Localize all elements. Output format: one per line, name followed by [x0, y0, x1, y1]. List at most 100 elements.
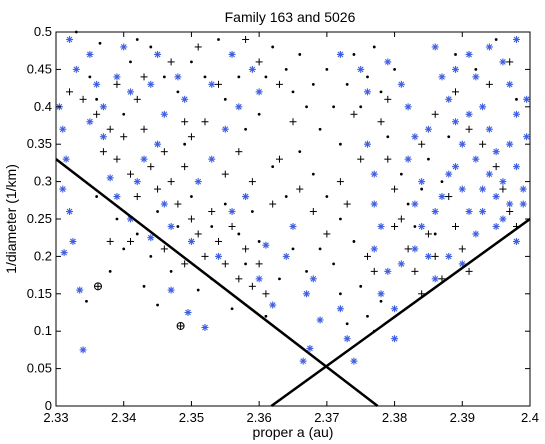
- dot-point-26: [339, 142, 342, 146]
- dot-point-4: [129, 60, 132, 64]
- asterisk-point-39: [221, 125, 229, 133]
- asterisk-point-106: [512, 35, 520, 43]
- plus-point-74: [506, 208, 514, 216]
- asterisk-point-21: [133, 178, 141, 186]
- asterisk-point-78: [411, 200, 419, 208]
- y-tick-label-9: 0.45: [27, 61, 52, 76]
- dot-point-55: [264, 314, 268, 318]
- asterisk-point-31: [187, 237, 195, 245]
- y-tick-label-1: 0.05: [27, 361, 52, 376]
- plot-area: [55, 30, 531, 408]
- boundary-line-0: [55, 158, 379, 407]
- asterisk-point-14: [86, 118, 94, 126]
- plus-point-45: [296, 185, 304, 193]
- dot-point-86: [494, 38, 498, 41]
- asterisk-point-102: [506, 140, 514, 148]
- y-tick-label-3: 0.15: [27, 286, 52, 301]
- asterisk-point-46: [228, 208, 236, 216]
- dot-point-45: [298, 150, 302, 154]
- asterisk-point-80: [424, 252, 432, 260]
- dot-point-72: [223, 202, 227, 206]
- asterisk-point-49: [262, 241, 270, 249]
- dot-point-61: [108, 269, 112, 273]
- dot-point-62: [142, 284, 146, 288]
- plus-point-18: [201, 252, 209, 260]
- plus-point-38: [248, 178, 256, 186]
- dot-point-1: [88, 75, 92, 79]
- asterisk-point-42: [228, 50, 236, 58]
- asterisk-point-108: [523, 133, 531, 141]
- asterisk-point-34: [167, 286, 175, 294]
- plus-point-4: [99, 148, 107, 156]
- dot-point-88: [98, 41, 102, 45]
- asterisk-point-91: [465, 50, 473, 58]
- plus-point-8: [133, 193, 141, 201]
- plus-point-2: [93, 110, 101, 118]
- axis-ticks: 2.33 2.34 2.35 2.36 2.37 2.38 2.39 2.4 0 0.05 0.1 0…: [27, 24, 539, 425]
- dot-point-37: [413, 225, 417, 228]
- plus-point-71: [479, 140, 487, 148]
- asterisk-point-10: [66, 35, 74, 43]
- asterisk-point-125: [411, 245, 419, 253]
- x-tick-label-3: 2.36: [246, 410, 271, 425]
- dot-point-17: [271, 45, 275, 49]
- dot-point-7: [176, 90, 180, 94]
- asterisk-point-84: [445, 95, 453, 103]
- plus-point-79: [391, 222, 399, 230]
- plus-point-61: [431, 252, 439, 260]
- asterisk-point-7: [76, 286, 84, 294]
- asterisk-point-3: [59, 185, 67, 193]
- asterisk-point-44: [255, 88, 263, 96]
- plus-point-50: [160, 245, 168, 253]
- plus-point-49: [126, 237, 134, 245]
- plus-point-23: [235, 275, 243, 283]
- asterisk-point-83: [431, 43, 439, 51]
- asterisk-point-62: [357, 65, 365, 73]
- plus-point-51: [181, 260, 189, 268]
- dot-point-68: [156, 210, 159, 213]
- dot-point-57: [196, 288, 200, 292]
- asterisk-point-98: [499, 215, 507, 223]
- dot-point-49: [352, 240, 356, 243]
- asterisk-point-79: [418, 222, 426, 230]
- asterisk-point-103: [512, 163, 520, 171]
- dot-point-51: [318, 247, 322, 251]
- asterisk-point-92: [472, 73, 480, 81]
- dot-point-79: [345, 322, 349, 326]
- y-tick-label-2: 0.1: [34, 323, 52, 338]
- asterisk-point-47: [215, 252, 223, 260]
- dot-point-31: [372, 45, 376, 49]
- dot-point-30: [366, 75, 369, 79]
- plus-point-12: [160, 148, 168, 156]
- chart-title: Family 163 and 5026: [225, 9, 356, 25]
- asterisk-point-113: [472, 155, 480, 163]
- dot-point-67: [135, 232, 139, 236]
- plus-point-28: [133, 95, 141, 103]
- asterisk-point-81: [431, 275, 439, 283]
- asterisk-point-6: [60, 249, 68, 257]
- plus-point-60: [424, 230, 432, 238]
- asterisk-point-27: [181, 95, 189, 103]
- plus-point-81: [384, 95, 392, 103]
- asterisk-point-17: [120, 43, 128, 51]
- asterisk-point-116: [424, 125, 432, 133]
- dot-point-73: [237, 232, 241, 236]
- plus-point-80: [363, 252, 371, 260]
- asterisk-point-112: [479, 185, 487, 193]
- plus-point-57: [404, 245, 412, 253]
- dot-point-80: [359, 284, 363, 288]
- plus-point-41: [289, 118, 297, 126]
- plus-point-48: [181, 118, 189, 126]
- asterisk-point-2: [62, 155, 70, 163]
- dot-point-20: [298, 53, 302, 56]
- asterisk-point-38: [208, 155, 216, 163]
- asterisk-point-119: [506, 200, 514, 208]
- asterisk-point-72: [384, 58, 392, 66]
- plus-point-25: [248, 282, 256, 290]
- asterisk-point-32: [147, 234, 155, 242]
- plus-point-21: [221, 260, 229, 268]
- plus-point-43: [242, 35, 250, 43]
- plus-point-54: [384, 155, 392, 163]
- dot-point-33: [386, 135, 390, 139]
- dot-point-8: [183, 142, 187, 146]
